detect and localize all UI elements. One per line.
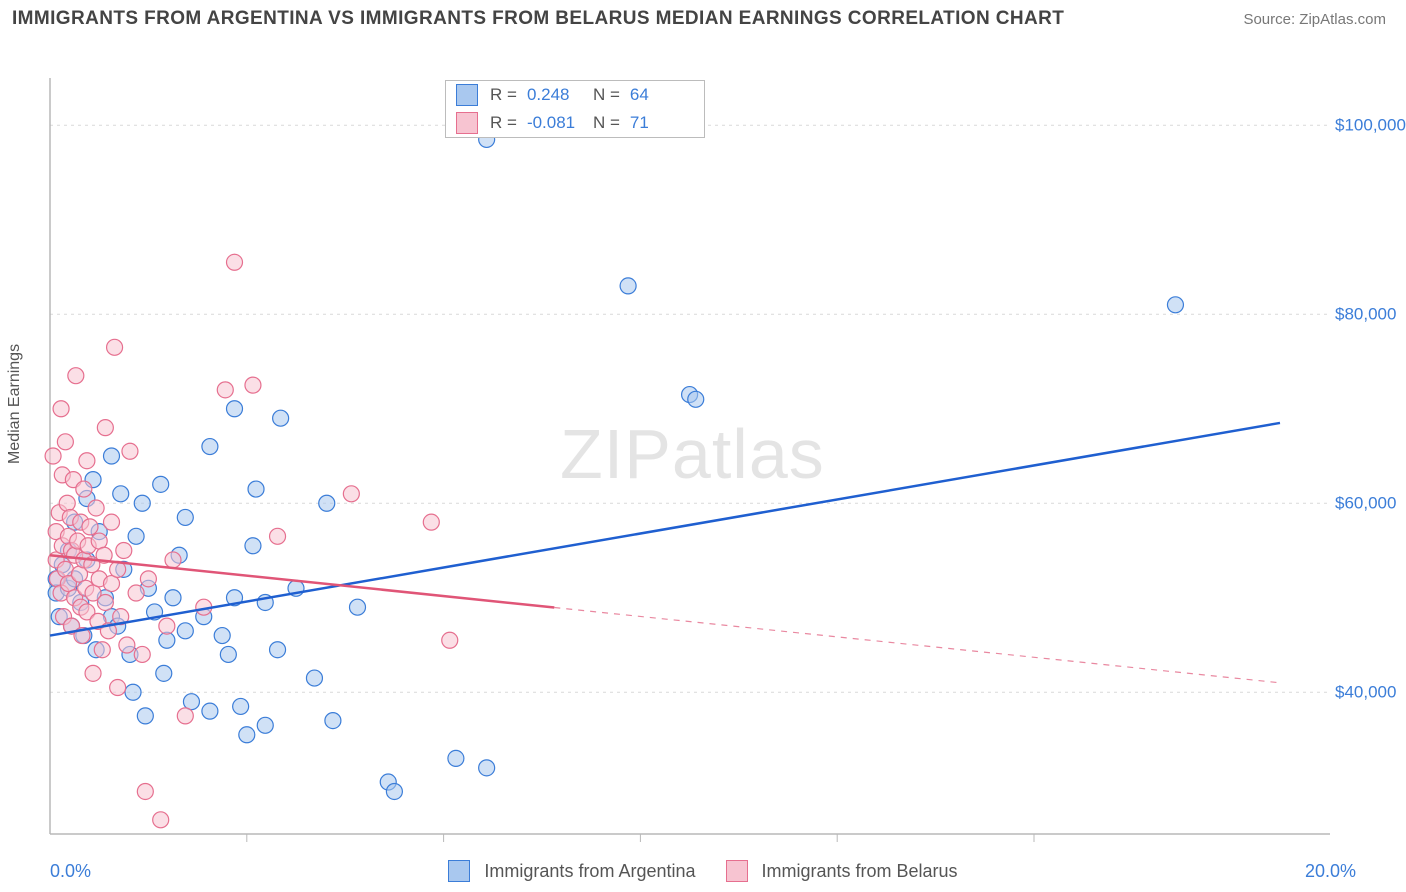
chart-title: IMMIGRANTS FROM ARGENTINA VS IMMIGRANTS … [12,8,1064,30]
n-label: N = [593,85,620,105]
svg-text:$80,000: $80,000 [1335,304,1396,323]
n-value-belarus: 71 [626,113,690,133]
r-value-belarus: -0.081 [523,113,587,133]
r-value-argentina: 0.248 [523,85,587,105]
scatter-plot-svg: $40,000 $60,000 $80,000 $100,000 [0,34,1406,866]
legend-label-argentina: Immigrants from Argentina [484,861,695,882]
legend-item-belarus: Immigrants from Belarus [726,860,958,882]
correlation-legend: R = 0.248 N = 64 R = -0.081 N = 71 [445,80,705,138]
series-legend: Immigrants from Argentina Immigrants from… [0,860,1406,882]
n-label: N = [593,113,620,133]
svg-text:$40,000: $40,000 [1335,682,1396,701]
legend-swatch-belarus [726,860,748,882]
chart-area: Median Earnings $40,000 $60,000 $80,000 $10… [0,34,1406,884]
svg-text:$60,000: $60,000 [1335,493,1396,512]
y-axis-label: Median Earnings [6,344,24,464]
source-attribution: Source: ZipAtlas.com [1243,11,1386,28]
corr-row-argentina: R = 0.248 N = 64 [446,81,704,109]
n-value-argentina: 64 [626,85,690,105]
swatch-argentina [456,84,478,106]
svg-text:$100,000: $100,000 [1335,115,1406,134]
swatch-belarus [456,112,478,134]
legend-label-belarus: Immigrants from Belarus [762,861,958,882]
legend-item-argentina: Immigrants from Argentina [448,860,695,882]
corr-row-belarus: R = -0.081 N = 71 [446,109,704,137]
r-label: R = [490,85,517,105]
r-label: R = [490,113,517,133]
legend-swatch-argentina [448,860,470,882]
